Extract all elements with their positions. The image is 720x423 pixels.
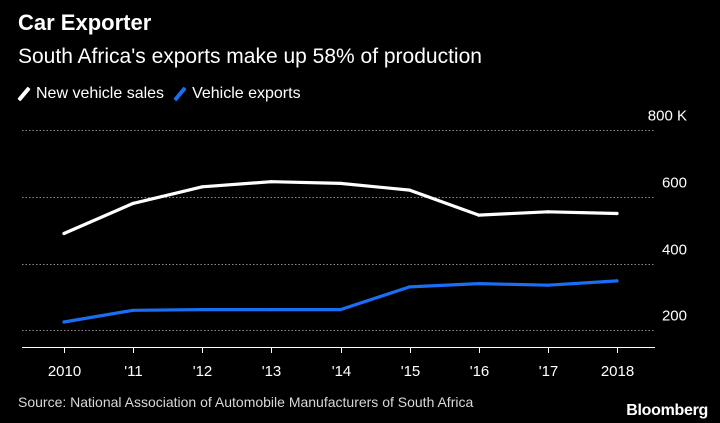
data-point-exports-3 <box>269 308 273 312</box>
data-point-exports-0 <box>62 320 66 324</box>
x-tick-label-0: 2010 <box>48 363 81 380</box>
data-point-exports-1 <box>131 308 135 312</box>
data-point-sales-8 <box>615 211 619 216</box>
legend-label-exports: Vehicle exports <box>192 85 301 102</box>
data-point-sales-1 <box>131 201 135 205</box>
x-tick-label-3: '13 <box>262 363 282 380</box>
data-point-exports-8 <box>615 279 619 283</box>
series-line-sales <box>62 180 619 236</box>
y-tick-label-200: 200 <box>662 308 687 325</box>
chart-subtitle: South Africa's exports make up 58% of pr… <box>18 45 482 68</box>
legend-label-sales: New vehicle sales <box>36 85 165 102</box>
data-point-exports-5 <box>408 285 412 289</box>
x-tick-label-5: '15 <box>401 363 421 380</box>
data-point-exports-6 <box>477 282 481 286</box>
legend-item-exports: Vehicle exports <box>173 85 301 103</box>
series-line-exports <box>62 279 619 324</box>
data-point-sales-7 <box>546 210 550 214</box>
data-point-sales-5 <box>408 188 412 192</box>
data-point-sales-4 <box>338 181 343 185</box>
legend-item-sales: New vehicle sales <box>17 85 165 103</box>
data-point-sales-3 <box>269 180 273 184</box>
data-point-sales-6 <box>477 213 481 217</box>
data-point-exports-7 <box>546 283 550 287</box>
chart-legend: New vehicle sales Vehicle exports <box>17 83 311 105</box>
x-tick-label-7: '17 <box>539 363 559 380</box>
data-point-sales-2 <box>200 185 204 189</box>
source-note: Source: National Association of Automobi… <box>18 394 474 410</box>
x-tick-label-2: '12 <box>193 363 213 380</box>
x-tick-label-6: '16 <box>470 363 490 380</box>
chart-title: Car Exporter <box>18 10 152 35</box>
y-tick-label-800: 800 K <box>648 108 687 125</box>
data-point-exports-4 <box>338 308 343 312</box>
y-tick-label-600: 600 <box>662 175 687 192</box>
x-tick-label-1: '11 <box>124 363 142 380</box>
brand-logo: Bloomberg <box>626 402 708 419</box>
data-point-exports-2 <box>200 308 204 312</box>
x-tick-label-8: 2018 <box>601 363 634 380</box>
y-tick-label-400: 400 <box>662 242 687 259</box>
x-tick-label-4: '14 <box>332 363 352 380</box>
data-point-sales-0 <box>62 231 66 236</box>
